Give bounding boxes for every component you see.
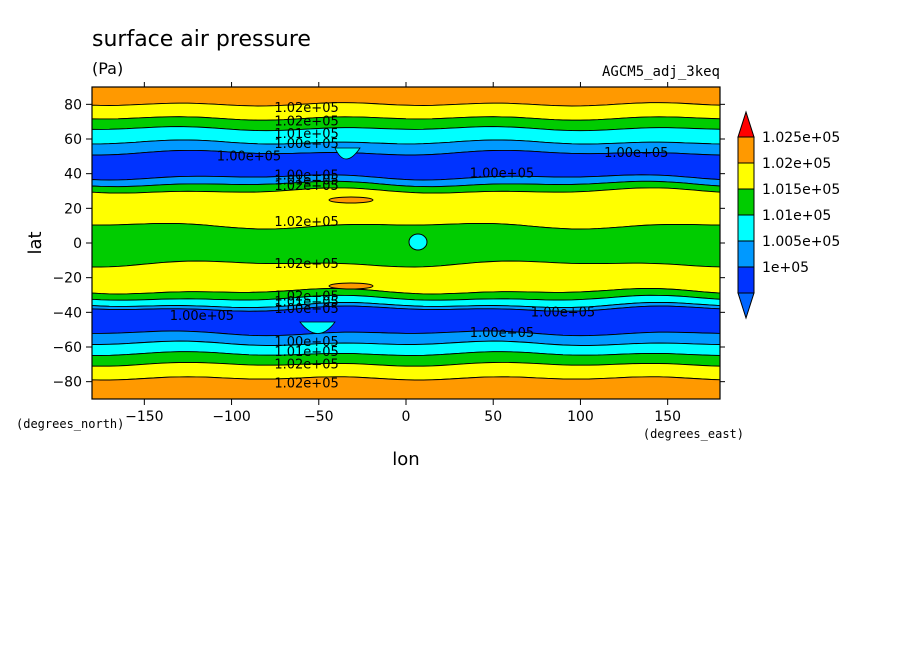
contour-label-14: 1.00e+05 [274, 302, 338, 317]
colorbar-level-4: 1.005e+05 [762, 234, 840, 250]
x-tick-label-2: −50 [304, 409, 334, 425]
colorbar-level-2: 1.015e+05 [762, 182, 840, 198]
contour-label-1: 1.02e+05 [274, 115, 338, 130]
contour-label-12: 1.02e+05 [274, 290, 338, 305]
contour-fill-bands [92, 87, 720, 399]
colorbar-swatch-5 [737, 266, 755, 294]
y-tick-label-7: 60 [64, 132, 82, 148]
contour-label-17: 1.00e+05 [470, 326, 534, 341]
x-tick-label-5: 100 [567, 409, 594, 425]
colorbar-swatch-4 [737, 240, 755, 268]
colorbar-swatch-1 [737, 162, 755, 190]
contour-label-21: 1.02e+05 [274, 376, 338, 391]
y-tick-label-6: 40 [64, 167, 82, 183]
y-tick-label-5: 20 [64, 201, 82, 217]
x-tick-label-3: 0 [402, 409, 411, 425]
contour-label-0: 1.02e+05 [274, 101, 338, 116]
contour-labels: 1.02e+051.02e+051.01e+051.00e+051.00e+05… [170, 101, 669, 392]
contour-label-4: 1.00e+05 [217, 149, 281, 164]
chart-units: (Pa) [92, 59, 123, 78]
y-axis-units: (degrees_north) [16, 417, 124, 431]
contour-band-19 [92, 376, 720, 399]
x-tick-label-6: 150 [654, 409, 681, 425]
contour-label-6: 1.00e+05 [604, 146, 668, 161]
run-label: AGCM5_adj_3keq [602, 64, 720, 80]
contour-band-9 [92, 222, 720, 268]
contour-label-18: 1.00e+05 [274, 335, 338, 350]
contour-label-11: 1.02e+05 [274, 257, 338, 272]
feature-south-trough [299, 321, 336, 334]
contour-label-9: 1.02e+05 [274, 179, 338, 194]
contour-label-20: 1.02e+05 [274, 357, 338, 372]
colorbar-under-triangle [737, 292, 755, 320]
feature-north-trough [334, 147, 361, 160]
colorbar-level-1: 1.02e+05 [762, 156, 831, 172]
y-tick-label-1: −60 [52, 340, 82, 356]
colorbar-level-5: 1e+05 [762, 260, 809, 276]
y-axis: −80 −60 −40 −20 0 20 40 60 80 [52, 97, 725, 391]
colorbar-level-0: 1.025e+05 [762, 130, 840, 146]
x-axis: −150 −100 −50 0 50 100 150 [125, 82, 681, 425]
x-tick-label-1: −100 [212, 409, 250, 425]
y-tick-label-8: 80 [64, 97, 82, 113]
contour-label-15: 1.00e+05 [170, 309, 234, 324]
chart-title: surface air pressure [92, 27, 311, 52]
contour-features [299, 147, 428, 334]
colorbar-over-triangle [737, 110, 755, 138]
y-tick-label-3: −20 [52, 271, 82, 287]
contour-label-3: 1.00e+05 [274, 137, 338, 152]
y-tick-label-2: −40 [52, 305, 82, 321]
contour-label-10: 1.02e+05 [274, 215, 338, 230]
y-tick-label-0: −80 [52, 375, 82, 391]
colorbar: 1.025e+05 1.02e+05 1.015e+05 1.01e+05 1.005e… [737, 110, 840, 320]
contour-label-7: 1.00e+05 [274, 168, 338, 183]
y-tick-label-4: 0 [73, 236, 82, 252]
contour-band-8 [92, 187, 720, 230]
contour-label-5: 1.00e+05 [470, 167, 534, 182]
feature-south-high [328, 282, 374, 290]
feature-north-high [328, 196, 374, 204]
colorbar-level-3: 1.01e+05 [762, 208, 831, 224]
feature-equatorial-cell [408, 233, 428, 251]
colorbar-swatch-2 [737, 188, 755, 216]
colorbar-swatch-3 [737, 214, 755, 242]
contour-label-2: 1.01e+05 [274, 127, 338, 142]
x-tick-label-4: 50 [484, 409, 502, 425]
contour-label-19: 1.01e+05 [274, 345, 338, 360]
y-axis-label: lat [25, 231, 46, 254]
plot-area: 1.02e+051.02e+051.01e+051.00e+051.00e+05… [92, 87, 720, 399]
contour-label-13: 1.01e+05 [274, 295, 338, 310]
x-tick-label-0: −150 [125, 409, 163, 425]
contour-label-16: 1.00e+05 [531, 305, 595, 320]
contour-label-8: 1.01e+05 [274, 174, 338, 189]
x-axis-label: lon [392, 449, 419, 470]
colorbar-swatch-0 [737, 136, 755, 164]
x-axis-units: (degrees_east) [643, 427, 744, 441]
